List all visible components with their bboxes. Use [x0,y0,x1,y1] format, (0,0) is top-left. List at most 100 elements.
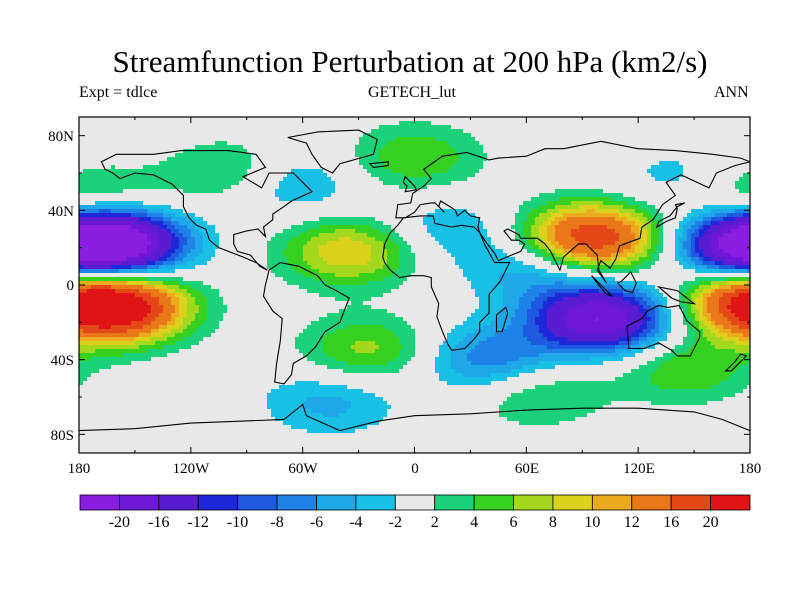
field-cell [291,125,296,130]
field-cell [87,137,92,142]
field-cell [535,173,540,178]
field-cell [575,181,580,186]
field-cell [571,153,576,158]
field-cell [731,213,736,218]
field-cell [379,145,384,150]
field-cell [587,117,592,122]
field-cell [183,125,188,130]
field-cell [111,121,116,126]
field-cell [327,145,332,150]
field-cell [691,145,696,150]
field-cell [83,165,88,170]
field-cell [259,201,264,206]
field-cell [315,225,320,230]
field-cell [227,209,232,214]
field-cell [719,189,724,194]
field-cell [179,185,184,190]
field-cell [615,221,620,226]
field-cell [303,209,308,214]
field-cell [107,137,112,142]
field-cell [343,125,348,130]
field-cell [735,121,740,126]
field-cell [503,145,508,150]
field-cell [623,149,628,154]
field-cell [335,229,340,234]
field-cell [487,213,492,218]
field-cell [515,205,520,210]
field-cell [191,129,196,134]
field-cell [463,205,468,210]
field-cell [551,193,556,198]
field-cell [475,165,480,170]
field-cell [243,181,248,186]
field-cell [687,197,692,202]
field-cell [711,125,716,130]
field-cell [483,193,488,198]
field-cell [375,157,380,162]
field-cell [715,197,720,202]
field-cell [283,229,288,234]
field-cell [675,141,680,146]
field-cell [419,189,424,194]
field-cell [511,185,516,190]
field-cell [147,145,152,150]
field-cell [175,141,180,146]
field-cell [427,197,432,202]
field-cell [223,153,228,158]
field-cell [619,189,624,194]
field-cell [519,181,524,186]
field-cell [311,193,316,198]
field-cell [203,181,208,186]
field-cell [639,217,644,222]
field-cell [83,149,88,154]
field-cell [111,209,116,214]
field-cell [87,121,92,126]
field-cell [547,189,552,194]
field-cell [435,145,440,150]
field-cell [295,149,300,154]
field-cell [83,201,88,206]
field-cell [435,117,440,122]
field-cell [407,209,412,214]
field-cell [259,121,264,126]
field-cell [363,157,368,162]
field-cell [455,133,460,138]
field-cell [227,185,232,190]
field-cell [611,181,616,186]
field-cell [275,137,280,142]
field-cell [691,161,696,166]
field-cell [403,117,408,122]
field-cell [335,125,340,130]
field-cell [687,133,692,138]
field-cell [163,205,168,210]
field-cell [343,137,348,142]
field-cell [499,129,504,134]
field-cell [659,129,664,134]
field-cell [387,177,392,182]
field-cell [279,201,284,206]
field-cell [547,173,552,178]
field-cell [659,225,664,230]
field-cell [439,149,444,154]
field-cell [171,197,176,202]
field-cell [427,193,432,198]
field-cell [563,141,568,146]
field-cell [187,149,192,154]
field-cell [555,141,560,146]
field-cell [443,189,448,194]
field-cell [299,165,304,170]
field-cell [119,229,124,234]
field-cell [635,117,640,122]
field-cell [127,141,132,146]
field-cell [99,173,104,178]
field-cell [719,213,724,218]
field-cell [355,201,360,206]
field-cell [723,209,728,214]
field-cell [583,117,588,122]
field-cell [711,213,716,218]
field-cell [747,229,750,234]
field-cell [343,213,348,218]
field-cell [79,229,84,234]
field-cell [387,153,392,158]
field-cell [311,173,316,178]
